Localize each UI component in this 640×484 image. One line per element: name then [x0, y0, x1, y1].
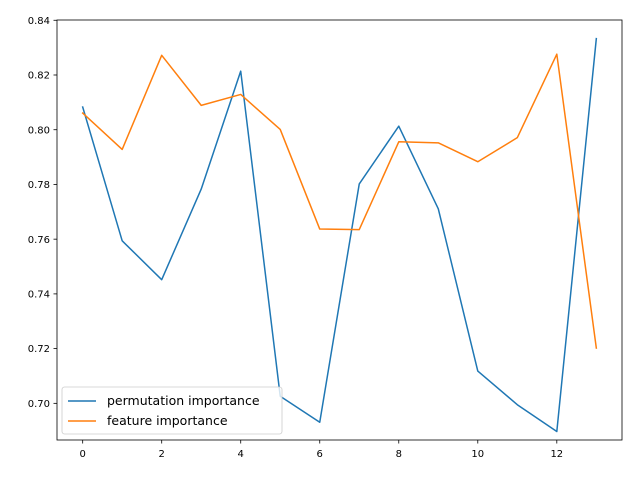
y-tick-label: 0.70: [28, 399, 50, 410]
y-tick-label: 0.80: [28, 125, 50, 136]
x-tick-label: 0: [79, 449, 85, 460]
y-tick-label: 0.74: [28, 289, 50, 300]
y-tick-label: 0.82: [28, 71, 50, 82]
x-tick-label: 2: [159, 449, 165, 460]
y-tick-label: 0.84: [28, 16, 50, 27]
legend-label-0: permutation importance: [107, 393, 260, 408]
plot-frame: [56, 19, 623, 441]
legend-box: [61, 386, 283, 435]
legend: permutation importance feature importance: [61, 386, 283, 435]
y-tick-label: 0.78: [28, 180, 50, 191]
x-tick-label: 12: [550, 449, 563, 460]
series-line-1: [81, 53, 598, 349]
x-tick-label: 4: [238, 449, 244, 460]
x-tick-label: 6: [317, 449, 323, 460]
x-tick-label: 10: [471, 449, 484, 460]
legend-label-1: feature importance: [107, 413, 228, 428]
series-line-0: [81, 37, 598, 433]
y-tick-label: 0.76: [28, 235, 50, 246]
y-tick-label: 0.72: [28, 344, 50, 355]
x-tick-label: 8: [396, 449, 402, 460]
